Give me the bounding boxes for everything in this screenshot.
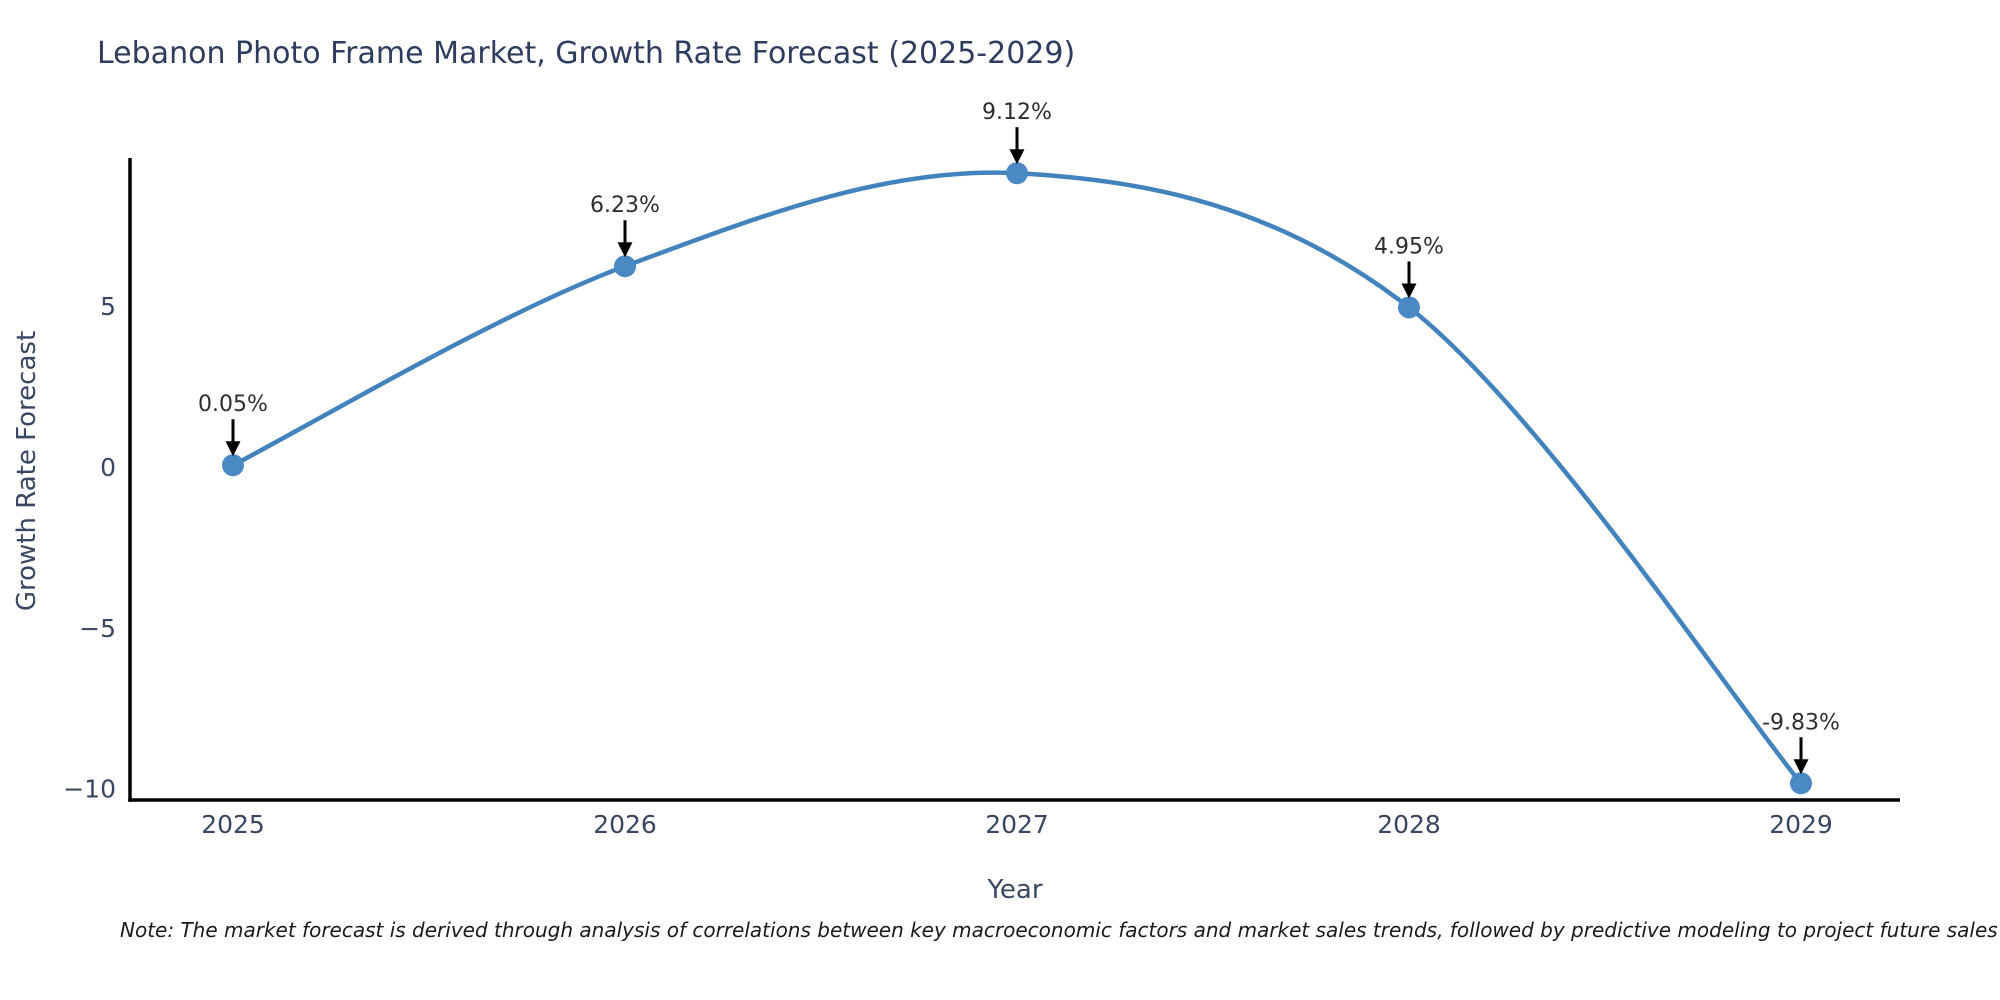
x-tick-label: 2025 — [201, 810, 265, 839]
data-point-layer — [222, 162, 1812, 795]
data-point-2028 — [1398, 296, 1420, 319]
annotation-arrowhead — [617, 242, 633, 258]
annotation-value-label: 4.95% — [1374, 234, 1444, 259]
x-tick-label: 2028 — [1377, 810, 1441, 839]
x-tick-label: 2026 — [593, 810, 657, 839]
axis-tick-labels: 5 0 −5 −10 2025 2026 2027 2028 2029 — [63, 292, 1833, 839]
x-tick-label: 2029 — [1769, 810, 1833, 839]
annotation-arrowhead — [225, 441, 241, 457]
annotation-value-label: 0.05% — [198, 392, 268, 417]
x-axis-title: Year — [987, 875, 1043, 905]
y-axis-title: Growth Rate Forecast — [12, 330, 42, 612]
data-point-2029 — [1790, 772, 1812, 795]
data-point-2027 — [1006, 162, 1028, 185]
annotation-value-label: -9.83% — [1762, 710, 1840, 735]
forecast-line — [230, 170, 1804, 786]
series-curve-layer — [230, 170, 1804, 786]
y-tick-label: 0 — [100, 453, 116, 482]
y-tick-label: −5 — [79, 614, 116, 643]
y-tick-label: −10 — [63, 775, 116, 804]
chart-title: Lebanon Photo Frame Market, Growth Rate … — [97, 36, 1076, 71]
annotation-layer: 0.05% 6.23% 9.12% 4.95% -9.83% — [198, 100, 1840, 775]
annotation-arrowhead — [1793, 759, 1809, 775]
annotation-arrowhead — [1401, 283, 1417, 299]
x-tick-label: 2027 — [985, 810, 1049, 839]
y-tick-label: 5 — [100, 292, 116, 321]
annotation-value-label: 9.12% — [982, 100, 1052, 125]
annotation-arrowhead — [1009, 149, 1025, 165]
data-point-2026 — [614, 255, 636, 278]
footnote: Note: The market forecast is derived thr… — [120, 918, 1998, 942]
data-point-2025 — [222, 454, 244, 477]
annotation-value-label: 6.23% — [590, 193, 660, 218]
